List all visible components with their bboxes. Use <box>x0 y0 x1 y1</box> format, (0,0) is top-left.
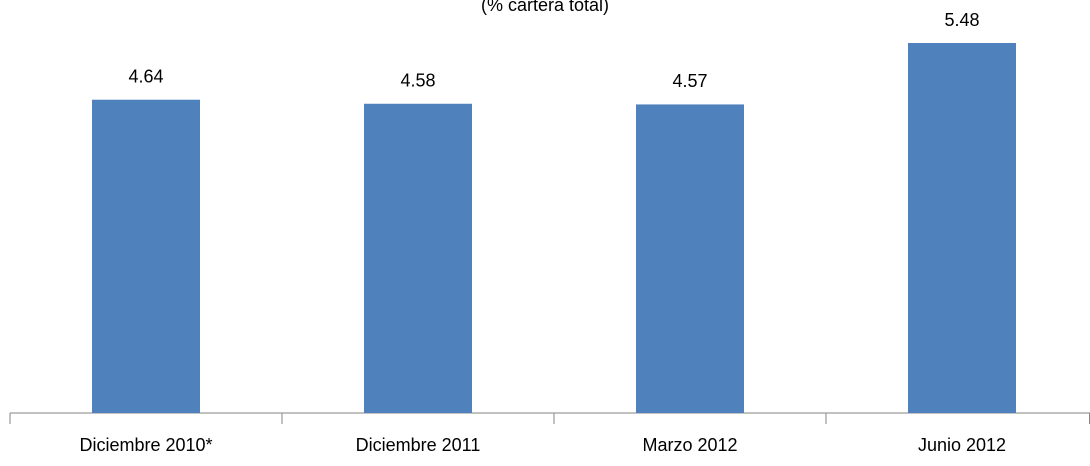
bar <box>908 43 1016 413</box>
x-tick-label: Diciembre 2011 <box>356 435 481 455</box>
x-tick-label: Diciembre 2010* <box>79 435 212 455</box>
data-label: 5.48 <box>944 10 979 30</box>
x-tick-label: Marzo 2012 <box>642 435 737 455</box>
x-tick-label: Junio 2012 <box>918 435 1006 455</box>
data-label: 4.57 <box>672 71 707 91</box>
data-label: 4.58 <box>400 71 435 91</box>
bar <box>92 99 200 413</box>
bar <box>364 103 472 414</box>
data-label: 4.64 <box>128 66 163 86</box>
chart-subtitle: (% cartera total) <box>481 0 609 15</box>
bar <box>636 104 744 414</box>
